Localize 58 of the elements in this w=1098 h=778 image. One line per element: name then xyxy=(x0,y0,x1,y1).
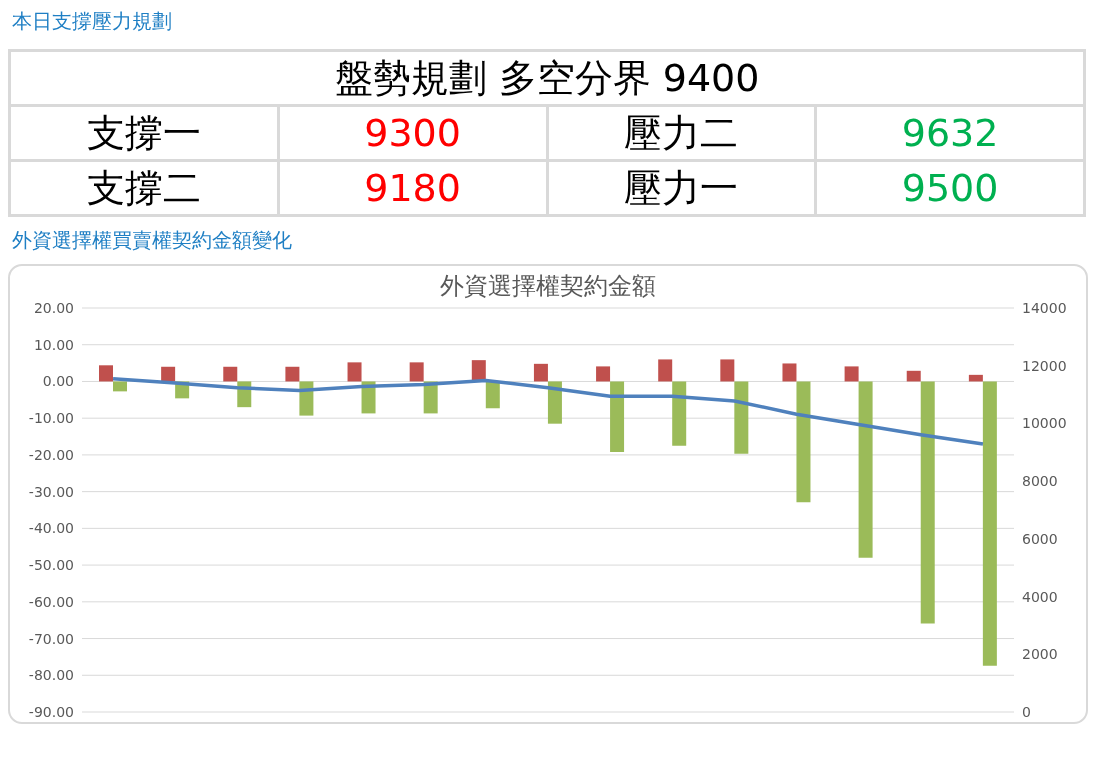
bar xyxy=(720,359,735,382)
bar xyxy=(968,374,983,382)
y-tick-label: 0.00 xyxy=(42,373,74,390)
y2-tick-label: 8000 xyxy=(1022,473,1058,490)
bar xyxy=(782,363,797,382)
y2-tick-label: 10000 xyxy=(1022,415,1067,432)
y-tick-label: -90.00 xyxy=(28,703,74,720)
bar xyxy=(223,366,238,382)
bar xyxy=(844,366,859,382)
y-tick-label: -20.00 xyxy=(28,446,74,463)
bar xyxy=(299,381,314,416)
y-tick-label: 20.00 xyxy=(33,299,74,316)
y2-tick-label: 6000 xyxy=(1022,530,1058,547)
bar xyxy=(734,381,749,454)
text: 9180 xyxy=(278,160,547,216)
text: 支撐一 xyxy=(9,105,279,161)
y-tick-label: 10.00 xyxy=(33,336,74,353)
y-tick-label: -30.00 xyxy=(28,483,74,500)
bar xyxy=(547,381,562,424)
chart-title: 外資選擇權買賣權契約金額變化 xyxy=(12,227,293,254)
y-tick-label: -80.00 xyxy=(28,667,74,684)
bar xyxy=(485,381,500,409)
y2-tick-label: 0 xyxy=(1022,703,1031,720)
text: 9500 xyxy=(815,160,1085,216)
bar xyxy=(858,381,873,558)
bar xyxy=(672,381,687,446)
bar xyxy=(610,381,625,452)
chart-subtitle: 外資選擇權契約金額 xyxy=(440,272,656,300)
bar xyxy=(906,370,921,382)
text: 9632 xyxy=(815,105,1085,161)
bar xyxy=(99,365,113,382)
y-tick-label: -10.00 xyxy=(28,410,74,427)
text: 9300 xyxy=(278,105,547,161)
y2-tick-label: 12000 xyxy=(1022,357,1067,374)
bar xyxy=(113,381,127,392)
bar xyxy=(409,362,424,382)
bar xyxy=(347,362,362,382)
line-series xyxy=(111,376,985,446)
bar xyxy=(533,363,548,382)
text: 盤勢規劃 多空分界 9400 xyxy=(9,50,1085,106)
text: 本日支撐壓力規劃 xyxy=(12,8,173,35)
text: 壓力一 xyxy=(547,160,816,216)
y2-tick-label: 14000 xyxy=(1022,299,1067,316)
bar xyxy=(658,359,673,382)
bar xyxy=(982,381,997,666)
bar xyxy=(596,366,611,382)
y-tick-label: -70.00 xyxy=(28,630,74,647)
y-tick-label: -60.00 xyxy=(28,593,74,610)
y-tick-label: -50.00 xyxy=(28,557,74,574)
y2-tick-label: 2000 xyxy=(1022,646,1058,663)
bar xyxy=(161,366,176,382)
text: 支撐二 xyxy=(9,160,279,216)
bar xyxy=(285,366,300,382)
text: 壓力二 xyxy=(547,105,816,161)
bar xyxy=(920,381,935,624)
y-tick-label: -40.00 xyxy=(28,520,74,537)
y2-tick-label: 4000 xyxy=(1022,588,1058,605)
bar xyxy=(796,381,811,503)
